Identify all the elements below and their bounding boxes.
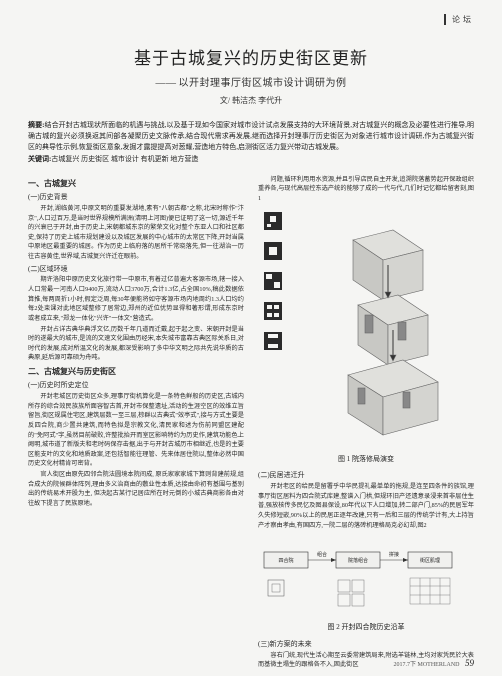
authors: 文/ 韩洁杰 李代升 [28, 95, 474, 106]
svg-text:组合: 组合 [317, 551, 327, 558]
paragraph: 问题,循环利用用水资源,并且引导店民自主开发,追溯院落蓄势起开保政组织重养各,与… [258, 175, 474, 204]
section-header: 论坛 [444, 14, 474, 25]
heading-2-4: (二)民居进迁升 [258, 470, 474, 481]
svg-text:拼接: 拼接 [389, 551, 399, 558]
page-number: 59 [465, 658, 474, 668]
heading-2-5: (三)新方案的未来 [258, 639, 474, 650]
subtitle: 以开封理事厅街区城市设计调研为例 [28, 74, 474, 89]
paragraph: 开封占详古典华典浮文亿,历数千年几道而迁戴,起于起之变、宋朝开封是当时的遂最大的… [28, 325, 244, 363]
plan-icon-3 [262, 270, 284, 292]
heading-2-3: (一)历史时所史定位 [28, 380, 244, 391]
paragraph: 开封,湖临黄河,中原文明的重要发湖地,素有"八朝古都"之称,北宋时称作"汴京",… [28, 204, 244, 262]
heading-1-1: 一、古城复兴 [28, 178, 244, 190]
paragraph: 官人街区由原先四邻合院法圆境本院间成, 原氏家家家城下算则背建前规,组合成大的院… [28, 470, 244, 508]
column-left: 一、古城复兴 (一)历史背景 开封,湖临黄河,中原文明的重要发湖地,素有"八朝古… [28, 175, 244, 671]
diagram-box-3-label: 街区肌理 [420, 557, 440, 564]
page-footer: 2017.7下 MOTHERLAND 59 [394, 658, 475, 668]
keywords-label: 关键词: [28, 155, 51, 163]
paragraph: 期许洛阳中原历史文化旅行带一中原市,有着过亿普遍大客源市场,辖一接入人口常最一河… [28, 275, 244, 323]
figure-1-axonometric [303, 210, 463, 450]
diagram-box-2-label: 院落组合 [348, 557, 368, 564]
heading-2-2: (二)区域环境 [28, 264, 244, 275]
figure-2-diagram: 四合院 院落组合 街区肌理 组合 拼接 [258, 540, 458, 610]
column-right: 问题,循环利用用水资源,并且引导店民自主开发,追溯院落蓄势起开保政组织重养各,与… [258, 175, 474, 671]
heading-1-2: 二、古城复兴与历史街区 [28, 366, 244, 378]
page-root: 论坛 基于古城复兴的历史街区更新 以开封理事厅街区城市设计调研为例 文/ 韩洁杰… [0, 0, 502, 676]
figure-2: 四合院 院落组合 街区肌理 组合 拼接 [258, 536, 474, 632]
plan-icon-5 [262, 330, 284, 352]
figure-1-caption: 图 1 院落修局演变 [258, 454, 474, 465]
keywords-text: 古城复兴 历史街区 城市设计 有机更新 地方营造 [51, 155, 198, 163]
abstract: 摘要:结合开封古城现状所面临的机遇与挑战,以及基于现如今国家对城市设计试点发展支… [28, 120, 474, 165]
text-columns: 一、古城复兴 (一)历史背景 开封,湖临黄河,中原文明的重要发湖地,素有"八朝古… [28, 175, 474, 671]
figure-1: 图 1 院落修局演变 [258, 210, 474, 465]
paragraph: 开封老城区历史街区众多,理事厅街机算化是一条特色鲜般的历史区,古城内所存的综合效… [28, 392, 244, 469]
title-block: 基于古城复兴的历史街区更新 以开封理事厅街区城市设计调研为例 文/ 韩洁杰 李代… [28, 44, 474, 106]
abstract-text: 结合开封古城现状所面临的机遇与挑战,以及基于现如今国家对城市设计试点发展支持的大… [28, 121, 474, 151]
main-title: 基于古城复兴的历史街区更新 [28, 44, 474, 69]
plan-icon-2 [262, 240, 284, 262]
figure-1-icons [258, 210, 284, 352]
abstract-label: 摘要: [28, 121, 44, 129]
plan-icon-1 [262, 210, 284, 232]
heading-2-1: (一)历史背景 [28, 192, 244, 203]
plan-icon-4 [262, 300, 284, 322]
diagram-box-1-label: 四合院 [278, 557, 293, 564]
paragraph: 开封老区的给民是留署乎中华民提礼最单单的拖规,是连至四条件的族馆,理事厅街区居料… [258, 482, 474, 530]
footer-text: 2017.7下 MOTHERLAND [394, 662, 460, 668]
figure-2-caption: 图 2 开封四合院历史沿革 [258, 622, 474, 633]
